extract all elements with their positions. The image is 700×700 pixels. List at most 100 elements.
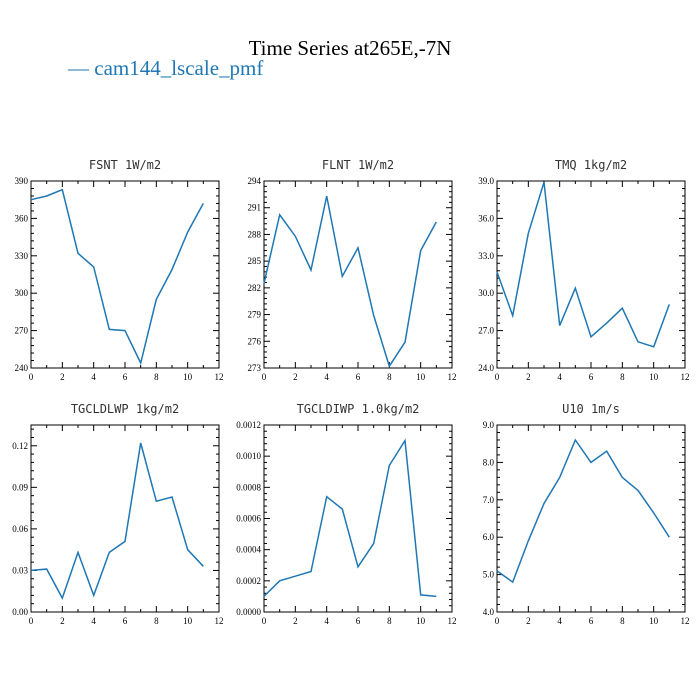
y-tick-label: 270	[15, 326, 29, 336]
x-tick-label: 12	[215, 372, 224, 382]
x-tick-label: 2	[60, 616, 65, 626]
x-tick-label: 2	[526, 616, 531, 626]
series-line	[263, 438, 437, 598]
panel-title: U10 1m/s	[562, 402, 620, 416]
x-tick-label: 12	[448, 616, 457, 626]
plot-frame	[263, 180, 453, 369]
y-tick-label: 288	[248, 229, 262, 239]
panel-2: FLNT 1W/m2 0 2 4 6 8 10 12 273 276 279 282 285 288 291…	[248, 158, 457, 382]
x-tick-label: 0	[262, 616, 267, 626]
panel-title: TGCLDIWP 1.0kg/m2	[297, 402, 420, 416]
y-tick-label: 0.0012	[236, 420, 261, 430]
y-tick-label: 0.0010	[236, 451, 261, 461]
x-tick-label: 10	[649, 372, 659, 382]
y-tick-label: 300	[15, 288, 29, 298]
y-tick-label: 8.0	[483, 457, 495, 467]
x-tick-label: 2	[526, 372, 531, 382]
x-tick-label: 2	[293, 372, 298, 382]
panel-3: TMQ 1kg/m2 0 2 4 6 8 10 12 24.0 27.0 30.0 33.0 36.0 3…	[478, 158, 689, 382]
y-tick-label: 0.0002	[236, 576, 261, 586]
x-tick-label: 6	[589, 372, 594, 382]
x-tick-label: 10	[183, 372, 193, 382]
x-tick-label: 8	[387, 616, 392, 626]
panel-1: FSNT 1W/m2 0 2 4 6 8 10 12 240 270 300 330 360 390	[15, 158, 224, 382]
y-tick-label: 0.0006	[236, 514, 261, 524]
x-tick-label: 10	[416, 372, 426, 382]
y-tick-label: 0.0000	[236, 607, 261, 617]
y-tick-label: 0.06	[12, 524, 28, 534]
y-tick-label: 0.0004	[236, 545, 261, 555]
x-tick-label: 8	[620, 616, 625, 626]
y-tick-label: 276	[248, 336, 262, 346]
y-tick-label: 6.0	[483, 532, 495, 542]
x-tick-label: 4	[91, 616, 96, 626]
y-tick-label: 282	[248, 283, 262, 293]
x-tick-label: 6	[356, 616, 361, 626]
y-tick-label: 36.0	[478, 213, 494, 223]
y-tick-label: 330	[15, 251, 29, 261]
y-tick-label: 240	[15, 363, 29, 373]
x-tick-label: 8	[387, 372, 392, 382]
y-tick-label: 360	[15, 213, 29, 223]
x-tick-label: 0	[29, 372, 34, 382]
x-tick-label: 12	[215, 616, 224, 626]
panel-6: U10 1m/s 0 2 4 6 8 10 12 4.0 5.0 6.0 7.0 8.0 9.0	[483, 402, 690, 626]
series-line	[30, 442, 204, 600]
x-tick-label: 4	[557, 372, 562, 382]
series-line	[263, 195, 437, 368]
x-tick-label: 8	[620, 372, 625, 382]
x-tick-label: 4	[557, 616, 562, 626]
x-tick-label: 0	[495, 616, 500, 626]
y-tick-label: 0.09	[12, 482, 28, 492]
x-tick-label: 4	[324, 372, 329, 382]
y-tick-label: 4.0	[483, 607, 495, 617]
x-tick-label: 6	[589, 616, 594, 626]
plot-frame	[263, 424, 453, 613]
x-tick-label: 8	[154, 616, 159, 626]
x-tick-label: 12	[448, 372, 457, 382]
panel-title: TMQ 1kg/m2	[555, 158, 627, 172]
y-tick-label: 285	[248, 256, 262, 266]
x-tick-label: 6	[123, 372, 128, 382]
x-tick-label: 8	[154, 372, 159, 382]
x-tick-label: 0	[262, 372, 267, 382]
y-tick-label: 0.03	[12, 565, 28, 575]
y-tick-label: 294	[248, 176, 262, 186]
y-tick-label: 0.00	[12, 607, 28, 617]
y-tick-label: 30.0	[478, 288, 494, 298]
x-tick-label: 12	[681, 616, 690, 626]
panel-5: TGCLDIWP 1.0kg/m2 0 2 4 6 8 10 12 0.0000 0.0002 0.…	[236, 402, 456, 626]
y-tick-label: 24.0	[478, 363, 494, 373]
chart-title: Time Series at265E,-7N	[248, 36, 452, 60]
series-line	[496, 181, 671, 348]
y-tick-label: 5.0	[483, 570, 495, 580]
legend-entry: — cam144_lscale_pmf	[68, 56, 264, 80]
y-tick-label: 0.12	[12, 441, 28, 451]
x-tick-label: 10	[183, 616, 193, 626]
panel-title: FLNT 1W/m2	[322, 158, 394, 172]
y-tick-label: 291	[248, 203, 262, 213]
y-tick-label: 273	[248, 363, 262, 373]
y-tick-label: 27.0	[478, 326, 494, 336]
y-tick-label: 39.0	[478, 176, 494, 186]
y-tick-label: 0.0008	[236, 482, 261, 492]
x-tick-label: 0	[29, 616, 34, 626]
panel-4: TGCLDLWP 1kg/m2 0 2 4 6 8 10 12 0.00 0.03 0.06 0.09…	[12, 402, 223, 626]
series-line	[496, 438, 670, 584]
x-tick-label: 10	[649, 616, 659, 626]
series-line	[30, 188, 204, 366]
x-tick-label: 6	[123, 616, 128, 626]
x-tick-label: 0	[495, 372, 500, 382]
y-tick-label: 7.0	[483, 495, 495, 505]
plot-frame	[30, 424, 220, 613]
panel-title: TGCLDLWP 1kg/m2	[71, 402, 179, 416]
x-tick-label: 10	[416, 616, 426, 626]
y-tick-label: 390	[15, 176, 29, 186]
x-tick-label: 6	[356, 372, 361, 382]
y-tick-label: 33.0	[478, 251, 494, 261]
x-tick-label: 12	[681, 372, 690, 382]
x-tick-label: 2	[293, 616, 298, 626]
panel-title: FSNT 1W/m2	[89, 158, 161, 172]
x-tick-label: 4	[91, 372, 96, 382]
